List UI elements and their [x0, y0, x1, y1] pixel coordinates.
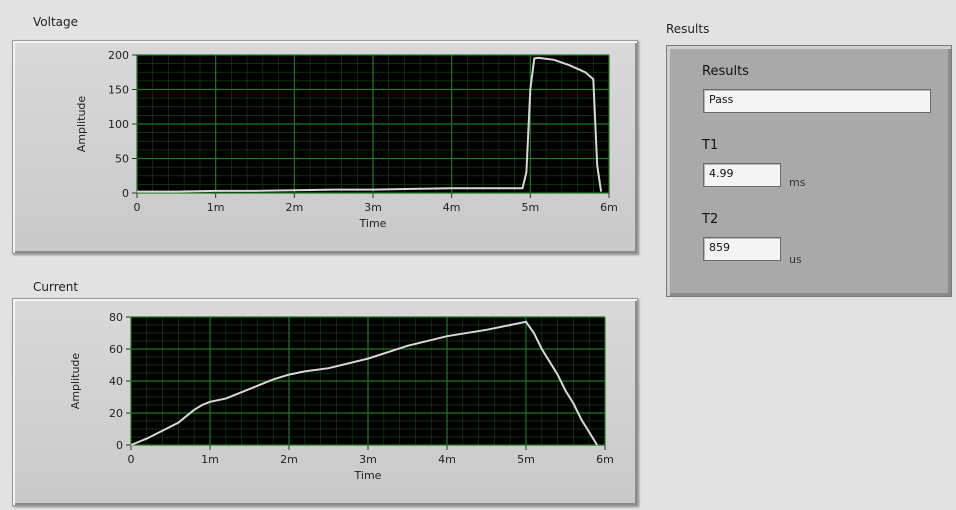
y-tick-label: 60 — [109, 343, 123, 356]
series-line — [137, 56, 603, 193]
y-tick-label: 0 — [116, 439, 123, 452]
results-label: Results — [702, 64, 749, 79]
x-axis-title: Time — [359, 217, 387, 230]
current-graph-caption: Current — [33, 280, 79, 294]
x-tick-label: 6m — [596, 453, 614, 466]
y-tick-label: 200 — [108, 49, 129, 62]
voltage-graph-svg: 0 1m 2m 3m 4m 5m 6m 0 50 100 150 200 Time Amplitude — [75, 49, 618, 230]
t2-label: T2 — [702, 212, 719, 227]
y-tick-label: 80 — [109, 311, 123, 324]
x-tick-label: 4m — [438, 453, 456, 466]
x-tick-label: 0 — [128, 453, 135, 466]
x-tick-label: 2m — [285, 201, 303, 214]
t1-unit: ms — [789, 176, 806, 189]
x-tick-label: 5m — [517, 453, 535, 466]
current-graph-svg: 0 1m 2m 3m 4m 5m 6m 0 20 40 60 80 Time Amplitude — [69, 311, 614, 482]
y-tick-label: 100 — [108, 118, 129, 131]
x-tick-label: 6m — [600, 201, 618, 214]
t1-indicator: 4.99 — [703, 163, 781, 187]
x-axis-title: Time — [354, 469, 382, 482]
x-tick-label: 2m — [280, 453, 298, 466]
x-tick-label: 0 — [134, 201, 141, 214]
results-caption: Results — [666, 22, 710, 36]
y-axis-title: Amplitude — [69, 353, 82, 410]
x-tick-label: 4m — [443, 201, 461, 214]
y-tick-label: 0 — [122, 187, 129, 200]
x-tick-label: 3m — [364, 201, 382, 214]
y-tick-label: 40 — [109, 375, 123, 388]
t2-indicator: 859 — [703, 237, 781, 261]
voltage-graph: 0 1m 2m 3m 4m 5m 6m 0 50 100 150 200 Time Amplitude — [12, 40, 638, 254]
x-tick-label: 1m — [207, 201, 225, 214]
current-graph: 0 1m 2m 3m 4m 5m 6m 0 20 40 60 80 Time Amplitude — [12, 298, 638, 506]
t2-unit: us — [789, 253, 802, 266]
y-tick-label: 150 — [108, 84, 129, 97]
y-tick-label: 20 — [109, 407, 123, 420]
results-panel: Results Pass T1 4.99 ms T2 859 us — [666, 45, 952, 297]
x-tick-label: 3m — [359, 453, 377, 466]
t1-label: T1 — [702, 138, 719, 153]
results-indicator: Pass — [703, 89, 931, 113]
series-line — [130, 320, 598, 446]
y-axis-title: Amplitude — [75, 96, 88, 153]
x-tick-label: 1m — [201, 453, 219, 466]
y-tick-label: 50 — [115, 153, 129, 166]
voltage-graph-caption: Voltage — [33, 15, 79, 29]
x-tick-label: 5m — [521, 201, 539, 214]
